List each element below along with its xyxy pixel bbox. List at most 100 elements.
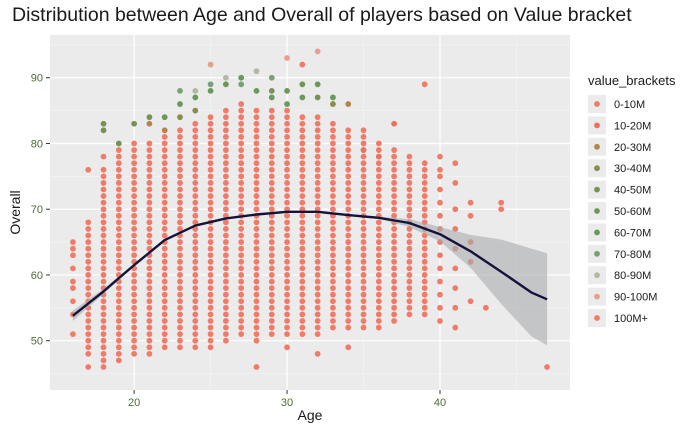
band-point [115, 318, 122, 324]
band-point [314, 311, 321, 318]
band-point [115, 265, 122, 272]
band-point [268, 166, 275, 173]
band-point [406, 206, 413, 213]
band-point [360, 173, 367, 180]
band-point [391, 232, 398, 239]
band-point [375, 298, 382, 305]
band-point [131, 239, 138, 245]
band-point [100, 193, 107, 199]
band-point [161, 140, 168, 147]
band-point [115, 337, 122, 344]
band-point [421, 186, 428, 193]
band-point [161, 206, 168, 213]
band-point [161, 272, 168, 278]
band-point [421, 180, 428, 186]
band-point [314, 298, 321, 305]
band-point [375, 173, 382, 180]
band-point [375, 180, 382, 186]
band-point [238, 166, 245, 173]
band-point [161, 291, 168, 298]
band-point [238, 153, 245, 160]
band-point [238, 147, 245, 153]
band-point [299, 245, 306, 252]
band-point [360, 258, 367, 265]
band-point [375, 245, 382, 252]
band-point [284, 133, 290, 140]
band-point [161, 265, 168, 272]
band-point [207, 186, 214, 193]
band-point [85, 272, 92, 278]
band-point [330, 304, 336, 311]
band-point [406, 278, 413, 285]
band-point [284, 173, 290, 180]
band-point [284, 298, 290, 305]
band-point [115, 186, 122, 193]
point-80-90m [222, 74, 229, 81]
band-point [192, 166, 199, 173]
band-point [253, 278, 260, 285]
band-point [406, 186, 413, 193]
band-point [177, 252, 183, 259]
x-axis-ticks: 20 30 40 [128, 390, 446, 409]
band-point [268, 318, 275, 324]
band-point [284, 180, 290, 186]
band-point [299, 318, 306, 324]
point-30-40m [330, 101, 336, 107]
point-60-70m [330, 94, 336, 101]
point-0-10m [452, 304, 459, 311]
band-point [161, 199, 168, 206]
band-point [360, 193, 367, 199]
point-0-10m [85, 166, 92, 173]
band-point [391, 147, 398, 153]
band-point [238, 140, 245, 147]
band-point [314, 160, 321, 167]
band-point [330, 206, 336, 213]
band-point [192, 206, 199, 213]
band-point [161, 318, 168, 324]
point-0-10m [482, 304, 489, 311]
band-point [115, 180, 122, 186]
band-point [100, 180, 107, 186]
band-point [345, 133, 352, 140]
point-90-100m [207, 61, 214, 68]
band-point [115, 173, 122, 180]
x-tick-label: 30 [281, 397, 293, 409]
band-point [406, 258, 413, 265]
band-point [330, 173, 336, 180]
band-point [253, 239, 260, 245]
band-point [253, 153, 260, 160]
band-point [161, 331, 168, 338]
band-point [314, 258, 321, 265]
band-point [131, 337, 138, 344]
band-point [192, 180, 199, 186]
band-point [253, 120, 260, 127]
band-point [284, 120, 290, 127]
band-point [345, 318, 352, 324]
band-point [161, 180, 168, 186]
point-50-60m [115, 140, 122, 147]
band-point [115, 252, 122, 259]
band-point [360, 160, 367, 167]
band-point [131, 147, 138, 153]
point-60-70m [299, 94, 306, 101]
band-point [330, 278, 336, 285]
band-point [360, 298, 367, 305]
band-point [284, 258, 290, 265]
band-point [375, 219, 382, 226]
point-60-70m [192, 94, 199, 101]
point-0-10m [345, 344, 352, 351]
band-point [284, 304, 290, 311]
band-point [360, 206, 367, 213]
band-point [330, 265, 336, 272]
band-point [192, 219, 199, 226]
band-point [391, 226, 398, 232]
band-point [268, 114, 275, 121]
band-point [375, 304, 382, 311]
band-point [421, 291, 428, 298]
band-point [421, 272, 428, 278]
band-point [421, 285, 428, 292]
band-point [345, 258, 352, 265]
band-point [330, 120, 336, 127]
band-point [115, 245, 122, 252]
band-point [238, 272, 245, 278]
